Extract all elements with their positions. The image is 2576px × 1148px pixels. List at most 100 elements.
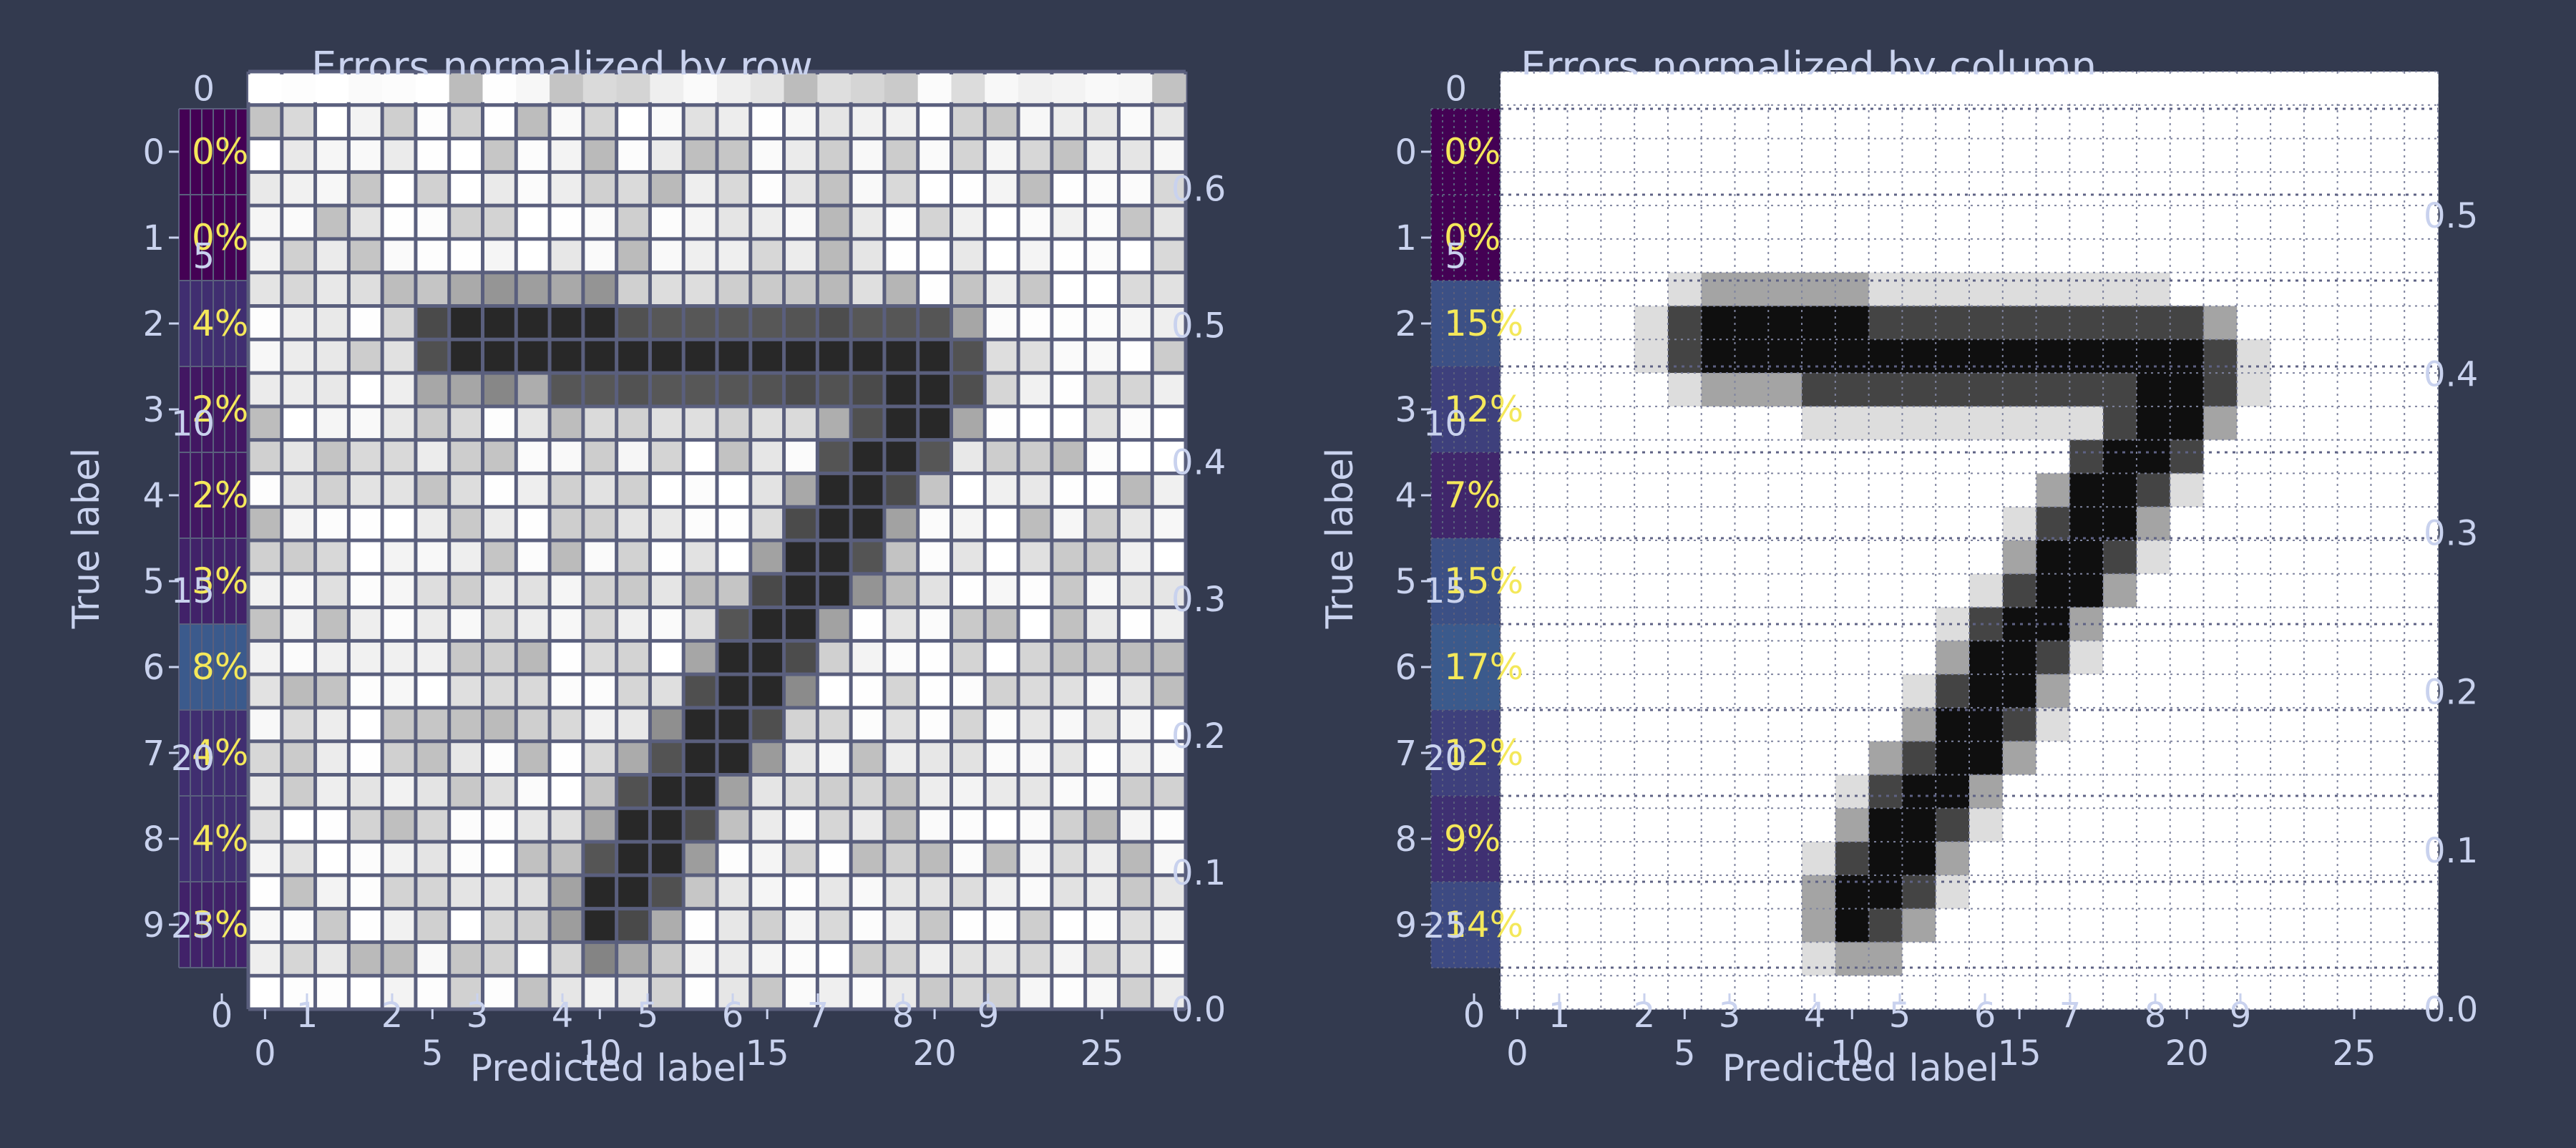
image-x-tick-4: 20	[2165, 1033, 2209, 1074]
category-cell-0	[1431, 109, 1500, 195]
x-category-tick-3: 3	[1719, 996, 1741, 1036]
image-y-tick-0: 0	[192, 69, 215, 109]
image-x-tick-1: 5	[421, 1033, 444, 1074]
image-y-tick-2: 10	[171, 404, 215, 444]
x-category-tick-1: 1	[1548, 996, 1571, 1036]
cell-label-4: 7%	[1444, 475, 1501, 516]
colorbar-tick-3: 0.3	[1171, 580, 1226, 620]
colorbar-tick-2: 0.2	[1171, 716, 1226, 757]
image-y-tick-4: 20	[171, 739, 215, 779]
cell-label-9: 14%	[1444, 904, 1523, 945]
category-cell-1	[1431, 195, 1500, 281]
y-category-tick-2: 2	[1395, 304, 1417, 344]
cell-label-1: 0%	[192, 217, 248, 258]
x-category-tick-8: 8	[2145, 996, 2167, 1036]
x-category-tick-0: 0	[211, 996, 233, 1036]
cell-label-6: 8%	[192, 646, 248, 688]
cell-label-5: 15%	[1444, 560, 1523, 602]
y-category-tick-1: 1	[142, 218, 165, 258]
y-category-tick-3: 3	[1395, 390, 1417, 430]
x-category-tick-7: 7	[807, 996, 829, 1036]
panel-row-normalized: Errors normalized by row0%0%4%2%2%3%8%4%…	[65, 44, 1226, 1090]
cell-label-1: 0%	[1444, 217, 1501, 258]
x-category-tick-5: 5	[637, 996, 659, 1036]
image-x-tick-0: 0	[1506, 1033, 1528, 1074]
image-y-tick-0: 0	[1445, 69, 1467, 109]
cell-label-8: 4%	[192, 818, 248, 860]
image-y-tick-1: 5	[1445, 236, 1467, 276]
x-category-tick-2: 2	[1634, 996, 1656, 1036]
image-x-tick-0: 0	[254, 1033, 276, 1074]
image-x-tick-2: 10	[578, 1033, 622, 1074]
colorbar-tick-6: 0.6	[1171, 170, 1226, 210]
image-y-tick-2: 10	[1423, 404, 1467, 444]
y-category-tick-7: 7	[142, 734, 165, 774]
x-category-tick-6: 6	[1974, 996, 1996, 1036]
image-y-tick-4: 20	[1423, 739, 1467, 779]
cell-label-5: 3%	[192, 560, 248, 602]
y-category-tick-9: 9	[1395, 905, 1417, 945]
y-category-tick-5: 5	[142, 562, 165, 602]
y-category-tick-6: 6	[142, 648, 165, 688]
x-category-tick-0: 0	[1463, 996, 1485, 1036]
y-category-tick-2: 2	[142, 304, 165, 344]
y-category-tick-8: 8	[142, 819, 165, 860]
image-x-tick-3: 15	[1998, 1033, 2041, 1074]
digit-image	[248, 72, 1186, 1010]
x-category-tick-4: 4	[1804, 996, 1826, 1036]
category-cell-4	[1431, 452, 1500, 539]
y-category-tick-4: 4	[1395, 476, 1417, 516]
image-y-tick-5: 25	[171, 906, 215, 946]
x-category-tick-9: 9	[977, 996, 1000, 1036]
y-category-tick-1: 1	[1395, 218, 1417, 258]
cell-label-8: 9%	[1444, 818, 1501, 860]
image-x-tick-5: 25	[1080, 1033, 1123, 1074]
cell-label-7: 12%	[1444, 732, 1523, 774]
category-cell-9	[1431, 882, 1500, 968]
digit-image	[1501, 72, 2439, 1010]
cell-label-9: 3%	[192, 904, 248, 945]
colorbar-tick-0: 0.0	[2424, 990, 2478, 1030]
colorbar-tick-3: 0.3	[2424, 514, 2478, 554]
x-axis-label: Predicted label	[470, 1047, 746, 1090]
colorbar-tick-5: 0.5	[1171, 306, 1226, 346]
category-cell-8	[1431, 796, 1500, 882]
category-cell-2	[1431, 281, 1500, 367]
x-category-tick-9: 9	[2230, 996, 2252, 1036]
cell-label-0: 0%	[192, 131, 248, 172]
panel-column-normalized: Errors normalized by column0%0%15%12%7%1…	[1319, 44, 2478, 1090]
x-axis-label: Predicted label	[1722, 1047, 1999, 1090]
colorbar-tick-4: 0.4	[2424, 355, 2478, 395]
y-category-tick-4: 4	[142, 476, 165, 516]
image-top-row	[1501, 74, 2439, 102]
cell-label-6: 17%	[1444, 646, 1523, 688]
y-category-tick-6: 6	[1395, 648, 1417, 688]
category-cell-5	[1431, 538, 1500, 625]
cell-label-4: 2%	[192, 475, 248, 516]
x-category-tick-3: 3	[467, 996, 489, 1036]
x-category-tick-4: 4	[552, 996, 574, 1036]
y-category-tick-0: 0	[142, 132, 165, 172]
y-axis-label: True label	[65, 448, 108, 630]
colorbar-tick-1: 0.1	[1171, 853, 1226, 893]
image-grid	[246, 69, 1188, 1011]
cell-label-3: 12%	[1444, 389, 1523, 430]
y-category-tick-8: 8	[1395, 819, 1417, 860]
image-x-tick-4: 20	[913, 1033, 957, 1074]
image-x-tick-3: 15	[746, 1033, 789, 1074]
y-category-tick-3: 3	[142, 390, 165, 430]
y-category-tick-5: 5	[1395, 562, 1417, 602]
cell-label-7: 4%	[192, 732, 248, 774]
y-axis-label: True label	[1319, 448, 1362, 630]
image-y-tick-5: 25	[1423, 906, 1467, 946]
category-cell-3	[1431, 366, 1500, 453]
image-y-tick-1: 5	[192, 236, 215, 276]
x-category-tick-7: 7	[2059, 996, 2082, 1036]
category-cell-6	[1431, 624, 1500, 711]
image-x-tick-2: 10	[1830, 1033, 1874, 1074]
image-y-tick-3: 15	[1423, 571, 1467, 611]
y-category-tick-0: 0	[1395, 132, 1417, 172]
y-category-tick-7: 7	[1395, 734, 1417, 774]
image-y-tick-3: 15	[171, 571, 215, 611]
